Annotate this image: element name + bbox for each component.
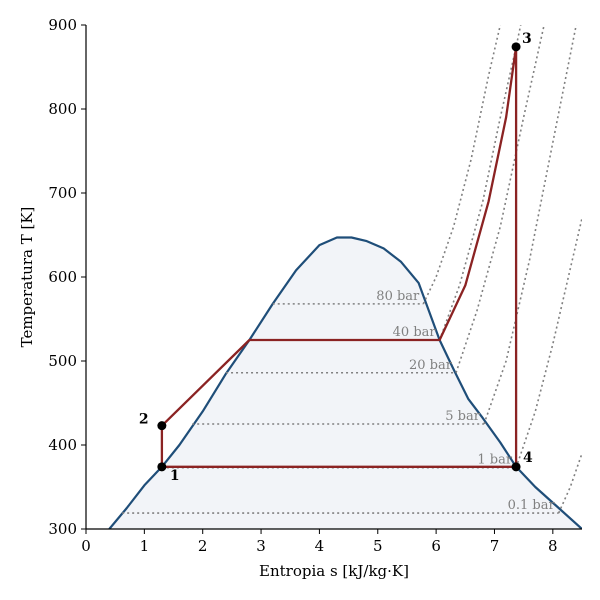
- state-points: 1 2 3 4: [139, 31, 533, 484]
- isobar-superheat-segment: [438, 25, 522, 341]
- x-tick-label: 2: [198, 537, 208, 555]
- x-axis-title: Entropia s [kJ/kg·K]: [259, 562, 409, 580]
- x-tick-label: 7: [490, 537, 500, 555]
- state-point-marker: [157, 462, 167, 472]
- y-tick-label: 600: [48, 268, 77, 286]
- axes: 0 1 2 3 4 5 6 7 8 300 400 500 600 700 800 900: [48, 16, 582, 555]
- isobar-label: 80 bar: [376, 289, 420, 304]
- dome-fill: [109, 237, 582, 529]
- state-point-marker: [511, 462, 521, 472]
- state-point-label: 2: [139, 412, 149, 428]
- y-tick-label: 900: [48, 16, 77, 34]
- isobar-superheat-segment: [557, 453, 582, 514]
- isobar-superheat-segment: [515, 218, 582, 468]
- isobar-label: 0.1 bar: [508, 498, 556, 513]
- state-point-marker: [157, 421, 167, 431]
- isobar-label: 1 bar: [477, 453, 512, 468]
- cycle-path: [160, 45, 518, 468]
- y-tick-label: 700: [48, 184, 77, 202]
- state-point-marker: [511, 42, 521, 52]
- x-tick-label: 0: [81, 537, 91, 555]
- state-point-label: 4: [523, 450, 533, 466]
- isobar-label: 20 bar: [409, 358, 453, 373]
- isobar-superheat-segment: [455, 25, 545, 374]
- y-axis-title: Temperatura T [K]: [18, 207, 36, 348]
- isobar-label: 40 bar: [393, 325, 437, 340]
- rankine-cycle: [160, 45, 518, 468]
- x-tick-label: 1: [140, 537, 150, 555]
- x-tick-label: 6: [431, 537, 441, 555]
- x-tick-label: 8: [548, 537, 558, 555]
- state-point-label: 1: [170, 468, 180, 484]
- y-tick-label: 800: [48, 100, 77, 118]
- saturation-dome: [108, 236, 582, 529]
- x-tick-label: 5: [373, 537, 383, 555]
- x-tick-label: 3: [256, 537, 266, 555]
- saturation-curve: [108, 236, 582, 529]
- y-tick-label: 300: [48, 520, 77, 538]
- state-point-label: 3: [522, 31, 532, 47]
- isobar-superheat-segment: [483, 25, 577, 425]
- isobar-superheat-segment: [422, 25, 502, 305]
- y-tick-label: 400: [48, 436, 77, 454]
- y-tick-label: 500: [48, 352, 77, 370]
- x-tick-label: 4: [315, 537, 325, 555]
- isobar-label: 5 bar: [445, 409, 480, 424]
